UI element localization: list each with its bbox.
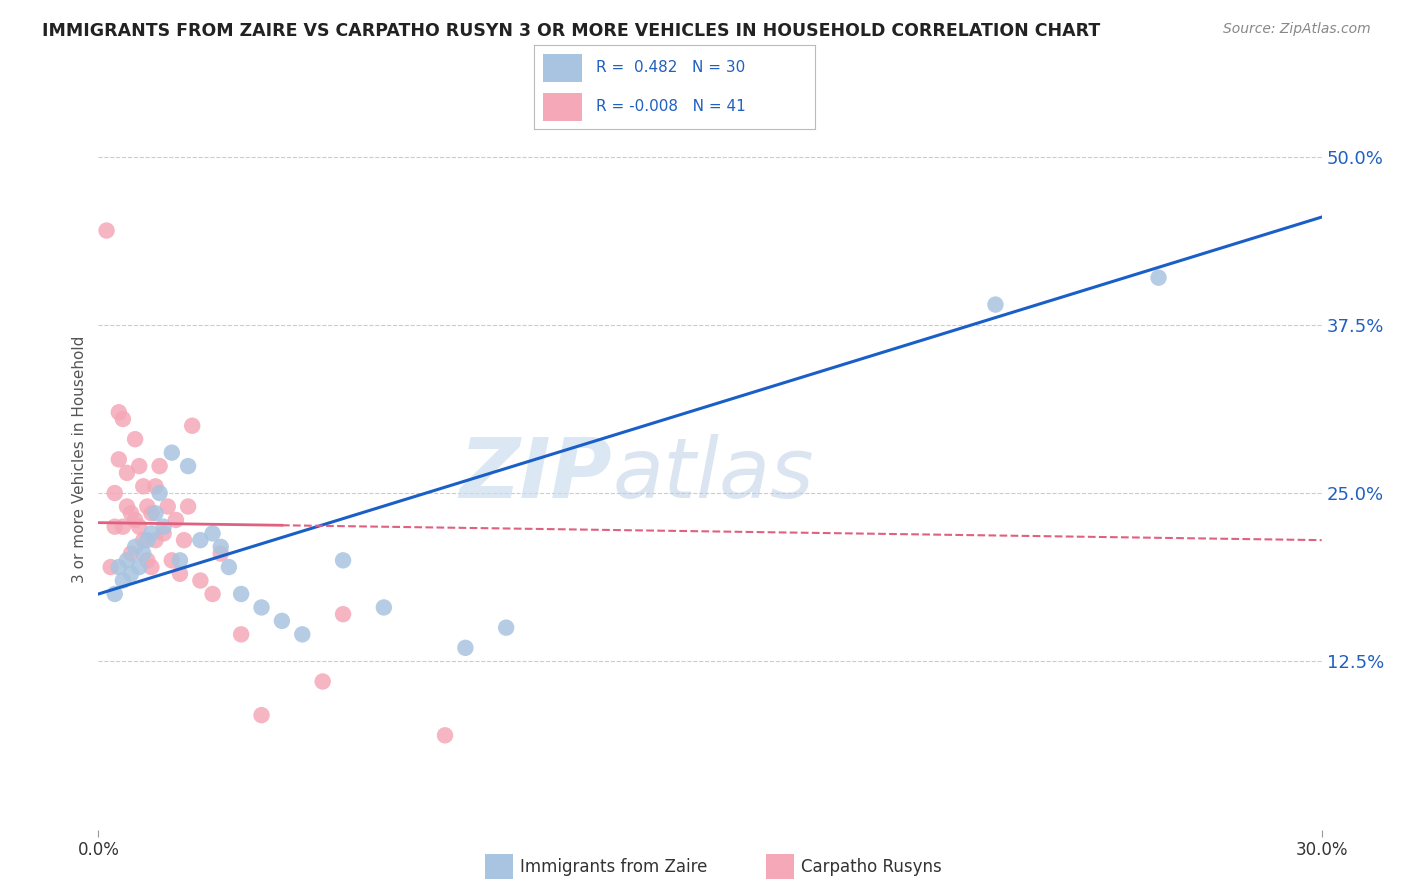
Point: [270, 614, 294, 628]
Text: IMMIGRANTS FROM ZAIRE VS CARPATHO RUSYN 3 OR MORE VEHICLES IN HOUSEHOLD CORRELAT: IMMIGRANTS FROM ZAIRE VS CARPATHO RUSYN …: [42, 22, 1101, 40]
Point: [136, 553, 159, 567]
Point: [124, 432, 146, 446]
Point: [373, 600, 395, 615]
Text: ZIP: ZIP: [460, 434, 612, 515]
Point: [96, 223, 118, 237]
Point: [120, 566, 142, 581]
Point: [111, 519, 134, 533]
Point: [231, 627, 253, 641]
Point: [218, 560, 240, 574]
FancyBboxPatch shape: [543, 54, 582, 82]
Point: [209, 540, 232, 554]
Point: [181, 418, 204, 433]
Point: [132, 547, 155, 561]
Point: [156, 500, 179, 514]
Point: [332, 553, 354, 567]
Point: [250, 600, 273, 615]
Point: [149, 459, 172, 474]
Text: R =  0.482   N = 30: R = 0.482 N = 30: [596, 61, 745, 76]
Point: [169, 553, 191, 567]
Point: [165, 513, 187, 527]
Point: [291, 627, 314, 641]
Point: [141, 526, 163, 541]
Point: [160, 445, 183, 459]
Point: [120, 506, 142, 520]
Point: [104, 587, 127, 601]
Point: [209, 547, 232, 561]
Point: [128, 459, 150, 474]
Point: [111, 412, 134, 426]
Point: [115, 500, 138, 514]
Point: [115, 466, 138, 480]
Point: [141, 506, 163, 520]
Text: atlas: atlas: [612, 434, 814, 515]
Point: [169, 566, 191, 581]
Point: [1147, 270, 1170, 285]
Point: [201, 587, 224, 601]
Text: R = -0.008   N = 41: R = -0.008 N = 41: [596, 99, 747, 114]
Point: [108, 452, 131, 467]
Point: [160, 553, 183, 567]
Point: [132, 533, 155, 548]
Point: [136, 533, 159, 548]
Point: [177, 459, 200, 474]
Point: [108, 405, 131, 419]
Point: [152, 526, 174, 541]
Point: [495, 621, 517, 635]
Text: Carpatho Rusyns: Carpatho Rusyns: [801, 858, 942, 876]
Point: [128, 560, 150, 574]
Point: [104, 519, 127, 533]
Point: [201, 526, 224, 541]
Point: [124, 540, 146, 554]
FancyBboxPatch shape: [543, 93, 582, 120]
Point: [231, 587, 253, 601]
Text: Source: ZipAtlas.com: Source: ZipAtlas.com: [1223, 22, 1371, 37]
Point: [132, 479, 155, 493]
Point: [115, 553, 138, 567]
Text: Immigrants from Zaire: Immigrants from Zaire: [520, 858, 707, 876]
Point: [312, 674, 335, 689]
Point: [984, 297, 1007, 311]
Point: [188, 574, 212, 588]
Point: [149, 486, 172, 500]
Point: [128, 519, 150, 533]
Point: [454, 640, 477, 655]
Point: [145, 533, 167, 548]
Point: [145, 506, 167, 520]
Point: [332, 607, 354, 622]
Point: [111, 574, 134, 588]
Point: [434, 728, 457, 742]
Point: [188, 533, 212, 548]
Point: [250, 708, 273, 723]
Point: [173, 533, 195, 548]
Point: [136, 500, 159, 514]
Point: [108, 560, 131, 574]
Point: [104, 486, 127, 500]
Point: [100, 560, 122, 574]
Point: [141, 560, 163, 574]
Point: [177, 500, 200, 514]
Point: [124, 513, 146, 527]
Point: [120, 547, 142, 561]
Point: [152, 519, 174, 533]
Point: [145, 479, 167, 493]
Y-axis label: 3 or more Vehicles in Household: 3 or more Vehicles in Household: [72, 335, 87, 583]
